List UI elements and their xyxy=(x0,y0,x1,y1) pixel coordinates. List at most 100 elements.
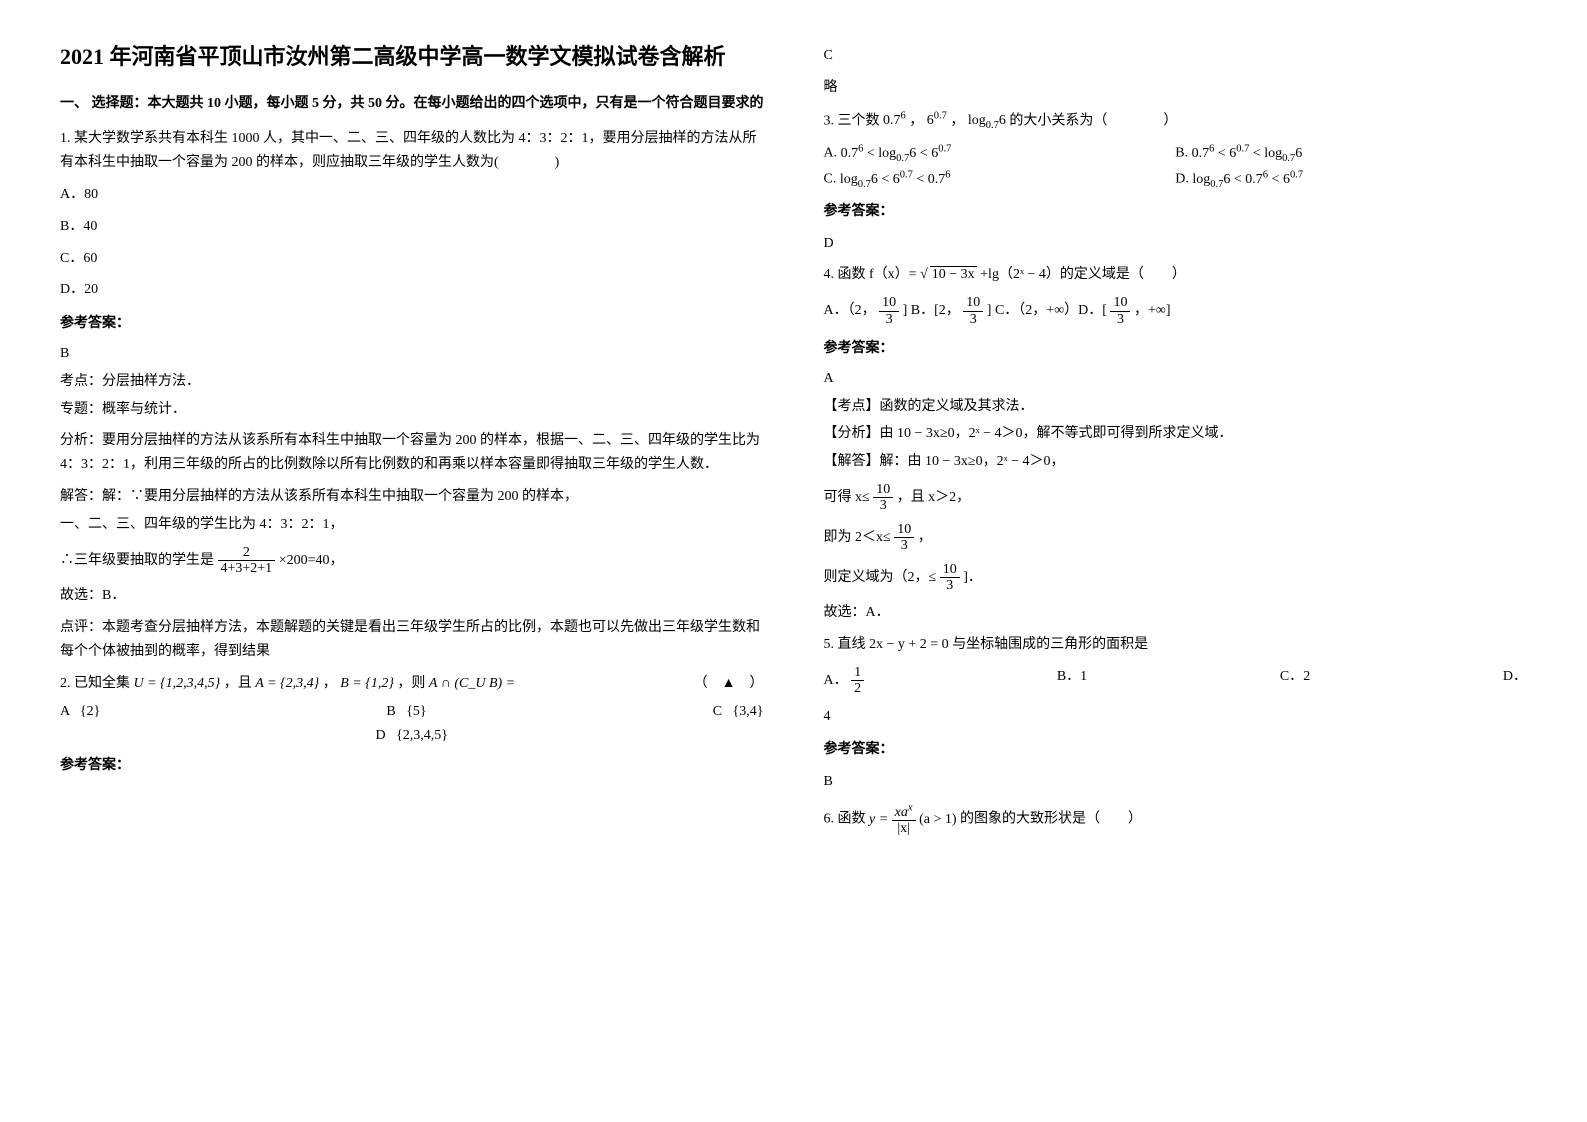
q3-sep1: ， xyxy=(909,113,927,128)
q2-stem-c: ， xyxy=(323,676,341,691)
q4-l6-den: 3 xyxy=(940,578,960,593)
doc-title: 2021 年河南省平顶山市汝州第二高级中学高一数学文模拟试卷含解析 xyxy=(60,40,764,73)
q1-frac-num: 2 xyxy=(218,545,276,561)
q5-b-label: B． xyxy=(1057,669,1080,684)
q4-l4b: ，且 x＞2， xyxy=(897,490,971,505)
q4-stem-a: 4. 函数 f（x）= xyxy=(824,267,917,282)
q3-opt-d-val: log0.76 < 0.76 < 60.7 xyxy=(1192,172,1303,187)
q4-options: A．（2， 10 3 ] B．[2， 10 3 ] C．（2，+∞）D．[ 10… xyxy=(824,295,1528,327)
q2-answer: C xyxy=(824,44,1528,68)
q6-y-frac: xax |x| xyxy=(892,802,916,836)
q2-opt-c: C {3,4} xyxy=(713,704,764,720)
q5-d-label: D． xyxy=(1503,669,1527,684)
q4-opt-a: A．（2， xyxy=(824,303,876,318)
q2-expr: A ∩ (C_U B) = xyxy=(429,676,515,691)
q1-fraction: 2 4+3+2+1 xyxy=(218,545,276,577)
q3-opt-d: D. log0.76 < 0.76 < 60.7 xyxy=(1175,169,1527,189)
q3-stem-a: 3. 三个数 xyxy=(824,113,884,128)
q2-opt-b-val: {5} xyxy=(406,704,426,719)
q3-opt-a: A. 0.76 < log0.76 < 60.7 xyxy=(824,143,1176,163)
page: 2021 年河南省平顶山市汝州第二高级中学高一数学文模拟试卷含解析 一、 选择题… xyxy=(60,40,1527,845)
q4-l3: 【解答】解：由 10 − 3x≥0，2ˣ − 4＞0， xyxy=(824,450,1528,474)
q4-l6b: ]． xyxy=(963,570,982,585)
q4-frac-a-num: 10 xyxy=(879,295,899,311)
q5-a-den: 2 xyxy=(851,681,864,696)
q4-frac-c-num: 10 xyxy=(1110,295,1130,311)
q5-opt-d-val: 4 xyxy=(824,705,1528,729)
q4-l6a: 则定义域为（2，≤ xyxy=(824,570,940,585)
q5-c-label: C． xyxy=(1280,669,1303,684)
q3-opt-b-val: 0.76 < 60.7 < log0.76 xyxy=(1192,146,1303,161)
q2-opt-b: B {5} xyxy=(386,704,426,720)
q4-l4-num: 10 xyxy=(873,482,893,498)
q3-n2: 60.7 xyxy=(927,113,947,128)
q3-sep2: ， xyxy=(950,113,968,128)
q1-opt-b: B．40 xyxy=(60,215,764,239)
q1-exp-4: 解答：解：∵要用分层抽样的方法从该系所有本科生中抽取一个容量为 200 的样本， xyxy=(60,485,764,509)
q5-opt-b: B．1 xyxy=(1057,665,1087,697)
q3-opt-a-val: 0.76 < log0.76 < 60.7 xyxy=(841,146,952,161)
q5-b-val: 1 xyxy=(1080,669,1087,684)
q1-frac-den: 4+3+2+1 xyxy=(218,561,276,576)
q1-opt-d: D．20 xyxy=(60,278,764,302)
q4-l4-den: 3 xyxy=(873,498,893,513)
q1-exp-7: 故选：B． xyxy=(60,584,764,608)
q4-l5: 即为 2＜x≤ 10 3 ， xyxy=(824,522,1528,554)
q4-l5a: 即为 2＜x≤ xyxy=(824,530,895,545)
q5-c-val: 2 xyxy=(1303,669,1310,684)
q5-a-label: A． xyxy=(824,673,848,688)
q4-frac-b-den: 3 xyxy=(963,312,983,327)
q3-n1: 0.76 xyxy=(883,113,906,128)
q4-frac-b: 10 3 xyxy=(963,295,983,327)
q4-l4-frac: 10 3 xyxy=(873,482,893,514)
q5-options: A． 1 2 B．1 C．2 D． xyxy=(824,665,1528,697)
q3-opt-b: B. 0.76 < 60.7 < log0.76 xyxy=(1175,143,1527,163)
q3-n3: log0.76 xyxy=(968,113,1006,128)
q1-exp-3: 分析：要用分层抽样的方法从该系所有本科生中抽取一个容量为 200 的样本，根据一… xyxy=(60,429,764,477)
q2-blank-text: （ ▲ ） xyxy=(694,676,764,691)
q4-frac-a: 10 3 xyxy=(879,295,899,327)
q4-stem: 4. 函数 f（x）= √10 − 3x +lg（2ˣ − 4）的定义域是（ ） xyxy=(824,263,1528,287)
q6-stem: 6. 函数 y = xax |x| (a > 1) 的图象的大致形状是（ ） xyxy=(824,802,1528,836)
q5-a-frac: 1 2 xyxy=(851,665,864,697)
q5-opt-a: A． 1 2 xyxy=(824,665,865,697)
q4-l6: 则定义域为（2，≤ 10 3 ]． xyxy=(824,562,1528,594)
q2-opt-c-val: {3,4} xyxy=(733,704,764,719)
q5-stem: 5. 直线 2x − y + 2 = 0 与坐标轴围成的三角形的面积是 xyxy=(824,633,1528,657)
q2-opt-c-label: C xyxy=(713,704,722,719)
q2-blank: （ ▲ ） xyxy=(694,672,764,696)
q2-opt-a: A {2} xyxy=(60,704,100,720)
q5-opt-d: D． xyxy=(1503,665,1527,697)
q2-opt-d-val: {2,3,4,5} xyxy=(396,728,448,743)
q4-frac-a-den: 3 xyxy=(879,312,899,327)
section-1-head: 一、 选择题：本大题共 10 小题，每小题 5 分，共 50 分。在每小题给出的… xyxy=(60,93,764,115)
q2-opt-d: D {2,3,4,5} xyxy=(375,728,448,744)
q6-y-cond: (a > 1) xyxy=(919,812,956,827)
q3-opt-c-val: log0.76 < 60.7 < 0.76 xyxy=(840,172,951,187)
q2-options-row2: D {2,3,4,5} xyxy=(60,728,764,744)
q4-l1: 【考点】函数的定义域及其求法． xyxy=(824,395,1528,419)
q5-opt-c: C．2 xyxy=(1280,665,1310,697)
q4-l5-num: 10 xyxy=(894,522,914,538)
q4-answer-label: 参考答案： xyxy=(824,337,1528,361)
q4-answer: A xyxy=(824,367,1528,391)
q5-stem-a: 5. 直线 xyxy=(824,637,870,652)
q6-formula: y = xax |x| (a > 1) xyxy=(869,812,960,827)
q3-stem: 3. 三个数 0.76 ， 60.7 ， log0.76 的大小关系为（ ） xyxy=(824,108,1528,135)
q2-answer-label: 参考答案： xyxy=(60,754,764,778)
q4-opt-b: ] B．[2， xyxy=(903,303,960,318)
q3-opt-a-label: A. xyxy=(824,146,838,161)
q1-opt-c: C．60 xyxy=(60,247,764,271)
q3-options: A. 0.76 < log0.76 < 60.7 B. 0.76 < 60.7 … xyxy=(824,143,1528,190)
q4-stem-b: +lg（2ˣ − 4）的定义域是（ ） xyxy=(980,267,1186,282)
q4-l6-frac: 10 3 xyxy=(940,562,960,594)
q3-opt-b-label: B. xyxy=(1175,146,1188,161)
q6-stem-b: 的图象的大致形状是（ ） xyxy=(960,812,1142,827)
q4-l4a: 可得 x≤ xyxy=(824,490,874,505)
q4-frac-c: 10 3 xyxy=(1110,295,1130,327)
q6-y-num: xax xyxy=(892,802,916,821)
q1-exp-6b: ×200=40， xyxy=(279,553,344,568)
q5-a-num: 1 xyxy=(851,665,864,681)
q2-set-b: B = {1,2} xyxy=(340,676,394,691)
q2-opt-a-val: {2} xyxy=(80,704,100,719)
